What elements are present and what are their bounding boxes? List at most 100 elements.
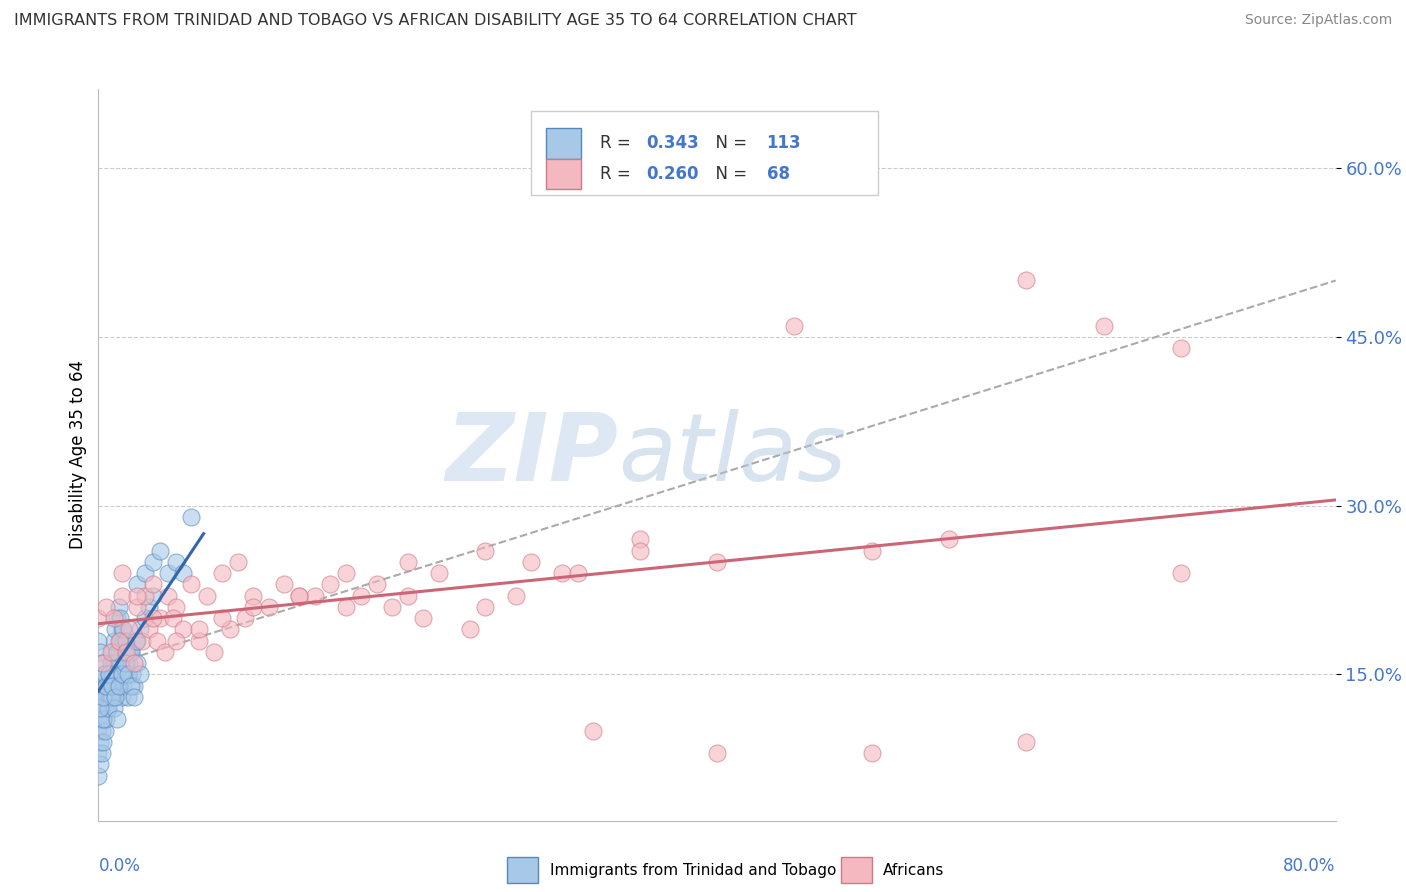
Point: [153, 645, 176, 659]
Point: [211, 566, 233, 580]
Point: [91, 667, 114, 681]
Point: [149, 543, 172, 558]
Point: [112, 633, 135, 648]
Point: [396, 589, 419, 603]
Text: R =: R =: [599, 165, 636, 183]
Point: [118, 656, 141, 670]
Point: [97, 679, 120, 693]
Point: [1092, 318, 1115, 333]
Point: [1170, 566, 1192, 580]
Text: N =: N =: [704, 165, 752, 183]
Point: [180, 509, 202, 524]
Point: [141, 589, 165, 603]
Point: [103, 656, 125, 670]
Point: [91, 690, 114, 704]
Point: [103, 701, 125, 715]
Point: [89, 701, 111, 715]
Point: [90, 723, 112, 738]
Point: [141, 611, 165, 625]
Point: [87, 746, 110, 760]
Point: [108, 611, 131, 625]
Point: [101, 690, 124, 704]
Text: 0.343: 0.343: [647, 135, 699, 153]
Point: [105, 712, 128, 726]
Point: [146, 633, 169, 648]
Point: [120, 679, 142, 693]
Point: [335, 599, 357, 614]
Point: [93, 690, 115, 704]
Point: [97, 679, 120, 693]
Point: [1015, 273, 1038, 287]
Point: [111, 589, 132, 603]
Point: [93, 723, 115, 738]
Text: R =: R =: [599, 135, 636, 153]
Point: [101, 679, 124, 693]
Point: [117, 690, 139, 704]
Point: [127, 589, 149, 603]
Point: [134, 611, 156, 625]
Point: [188, 623, 211, 637]
Point: [91, 656, 114, 670]
Point: [120, 645, 142, 659]
Point: [93, 667, 115, 681]
Text: 80.0%: 80.0%: [1284, 857, 1336, 875]
Text: 113: 113: [766, 135, 801, 153]
Point: [233, 611, 257, 625]
Point: [396, 555, 419, 569]
Point: [87, 633, 110, 648]
Point: [783, 318, 806, 333]
FancyBboxPatch shape: [547, 128, 581, 159]
Point: [350, 589, 373, 603]
Point: [91, 712, 114, 726]
Text: Source: ZipAtlas.com: Source: ZipAtlas.com: [1244, 13, 1392, 28]
Point: [141, 555, 165, 569]
Point: [162, 611, 184, 625]
Point: [134, 566, 156, 580]
Point: [111, 566, 132, 580]
Point: [157, 566, 180, 580]
Point: [93, 701, 115, 715]
Point: [366, 577, 388, 591]
Point: [124, 633, 146, 648]
Point: [90, 746, 112, 760]
Point: [567, 566, 589, 580]
Point: [551, 566, 574, 580]
Point: [103, 656, 125, 670]
Point: [172, 623, 194, 637]
Point: [127, 656, 149, 670]
Point: [112, 679, 135, 693]
Point: [114, 656, 136, 670]
Point: [111, 690, 132, 704]
Point: [115, 645, 138, 659]
Point: [107, 599, 129, 614]
Point: [319, 577, 342, 591]
Point: [188, 633, 211, 648]
FancyBboxPatch shape: [531, 112, 877, 195]
Point: [103, 611, 125, 625]
Point: [118, 623, 141, 637]
Text: ZIP: ZIP: [446, 409, 619, 501]
Text: 0.260: 0.260: [647, 165, 699, 183]
Point: [115, 656, 138, 670]
Point: [706, 746, 728, 760]
Point: [122, 656, 145, 670]
Point: [335, 566, 357, 580]
Point: [101, 645, 124, 659]
Point: [304, 589, 326, 603]
Point: [100, 690, 122, 704]
Point: [98, 667, 121, 681]
Point: [129, 623, 152, 637]
FancyBboxPatch shape: [841, 857, 872, 883]
Point: [89, 712, 111, 726]
Point: [273, 577, 295, 591]
Point: [165, 599, 187, 614]
Text: N =: N =: [704, 135, 752, 153]
Point: [628, 543, 651, 558]
Point: [91, 690, 114, 704]
Point: [131, 633, 153, 648]
Point: [288, 589, 311, 603]
Point: [242, 599, 264, 614]
Point: [412, 611, 434, 625]
Point: [87, 611, 110, 625]
Point: [427, 566, 450, 580]
